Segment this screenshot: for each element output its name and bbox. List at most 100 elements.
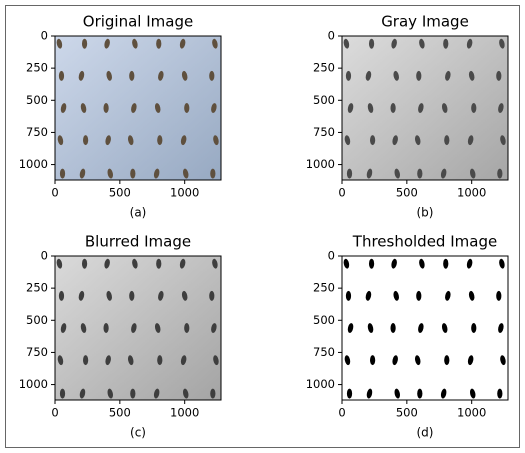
x-tick-label: 0 — [338, 186, 345, 200]
seed — [59, 388, 66, 399]
seed — [499, 38, 505, 49]
seed — [393, 290, 399, 301]
seed — [418, 323, 424, 333]
y-tick-label: 0 — [41, 29, 48, 43]
seed — [158, 290, 164, 301]
seed — [346, 388, 353, 399]
axes-frame — [341, 35, 509, 181]
seed — [59, 168, 66, 179]
image — [342, 256, 508, 400]
seed — [441, 103, 448, 113]
seed — [156, 258, 162, 269]
seed — [130, 388, 136, 399]
seed — [368, 38, 375, 49]
seed — [365, 290, 372, 301]
seed — [393, 70, 399, 81]
x-tick-label: 0 — [51, 186, 58, 200]
seed — [104, 38, 110, 49]
image — [55, 256, 221, 400]
seed — [471, 323, 477, 333]
seed — [344, 355, 351, 366]
seed — [79, 168, 86, 179]
seed — [211, 323, 217, 333]
seed — [127, 355, 134, 366]
seed — [210, 168, 216, 179]
seed — [78, 290, 85, 301]
seed — [103, 323, 109, 333]
seed — [78, 70, 85, 81]
seed — [414, 355, 421, 366]
seed — [56, 38, 63, 49]
seed — [500, 355, 506, 366]
seed — [391, 258, 397, 269]
seed — [154, 323, 161, 333]
seed — [394, 388, 400, 399]
seed — [158, 70, 164, 81]
seed — [443, 38, 449, 49]
seed — [181, 70, 188, 81]
seed — [469, 168, 476, 179]
image-background — [342, 36, 508, 180]
y-tick-label: 0 — [328, 29, 335, 43]
seed — [496, 70, 502, 81]
x-tick-label: 500 — [396, 186, 418, 200]
axes-frame — [341, 255, 509, 401]
seed — [469, 388, 476, 399]
seed — [132, 258, 138, 269]
seed — [131, 323, 137, 333]
panel-title: Original Image — [83, 13, 193, 31]
figure-border — [5, 5, 520, 448]
seed — [444, 355, 450, 366]
panel-title: Thresholded Image — [352, 233, 497, 251]
seed — [184, 323, 190, 333]
seed — [156, 38, 162, 49]
x-axis-label: (a) — [130, 206, 147, 220]
seed — [212, 38, 218, 49]
seed — [57, 135, 64, 146]
seed — [370, 355, 376, 366]
seed — [56, 258, 63, 269]
y-tick-label: 750 — [26, 125, 48, 139]
y-tick-label: 250 — [26, 281, 48, 295]
seed — [467, 135, 474, 146]
seed — [129, 290, 135, 301]
seed — [180, 135, 187, 146]
seed — [416, 290, 422, 301]
seed — [107, 388, 113, 399]
seed — [157, 355, 163, 366]
seed — [445, 290, 451, 301]
seed — [497, 388, 503, 399]
seed — [343, 38, 350, 49]
seed — [83, 135, 89, 146]
x-tick-label: 1000 — [170, 186, 199, 200]
seed — [79, 388, 86, 399]
x-axis-label: (d) — [417, 426, 434, 440]
seed — [394, 168, 400, 179]
seed — [445, 70, 451, 81]
seed — [440, 388, 447, 399]
seed — [60, 103, 67, 113]
seed — [418, 103, 424, 113]
seed — [181, 290, 188, 301]
y-tick-label: 500 — [313, 313, 335, 327]
image-background — [342, 256, 508, 400]
seed — [80, 103, 87, 113]
seed — [347, 103, 354, 113]
seed — [390, 323, 396, 333]
seed — [60, 323, 67, 333]
seed — [499, 258, 505, 269]
seed — [367, 103, 374, 113]
y-tick-label: 250 — [26, 61, 48, 75]
seed — [417, 168, 423, 179]
y-tick-label: 250 — [313, 281, 335, 295]
seed — [366, 388, 373, 399]
seed — [345, 70, 352, 81]
y-tick-label: 0 — [328, 249, 335, 263]
seed — [391, 38, 397, 49]
seed — [103, 103, 109, 113]
seed — [182, 388, 189, 399]
seed — [210, 388, 216, 399]
seed — [417, 388, 423, 399]
x-tick-label: 0 — [338, 406, 345, 420]
